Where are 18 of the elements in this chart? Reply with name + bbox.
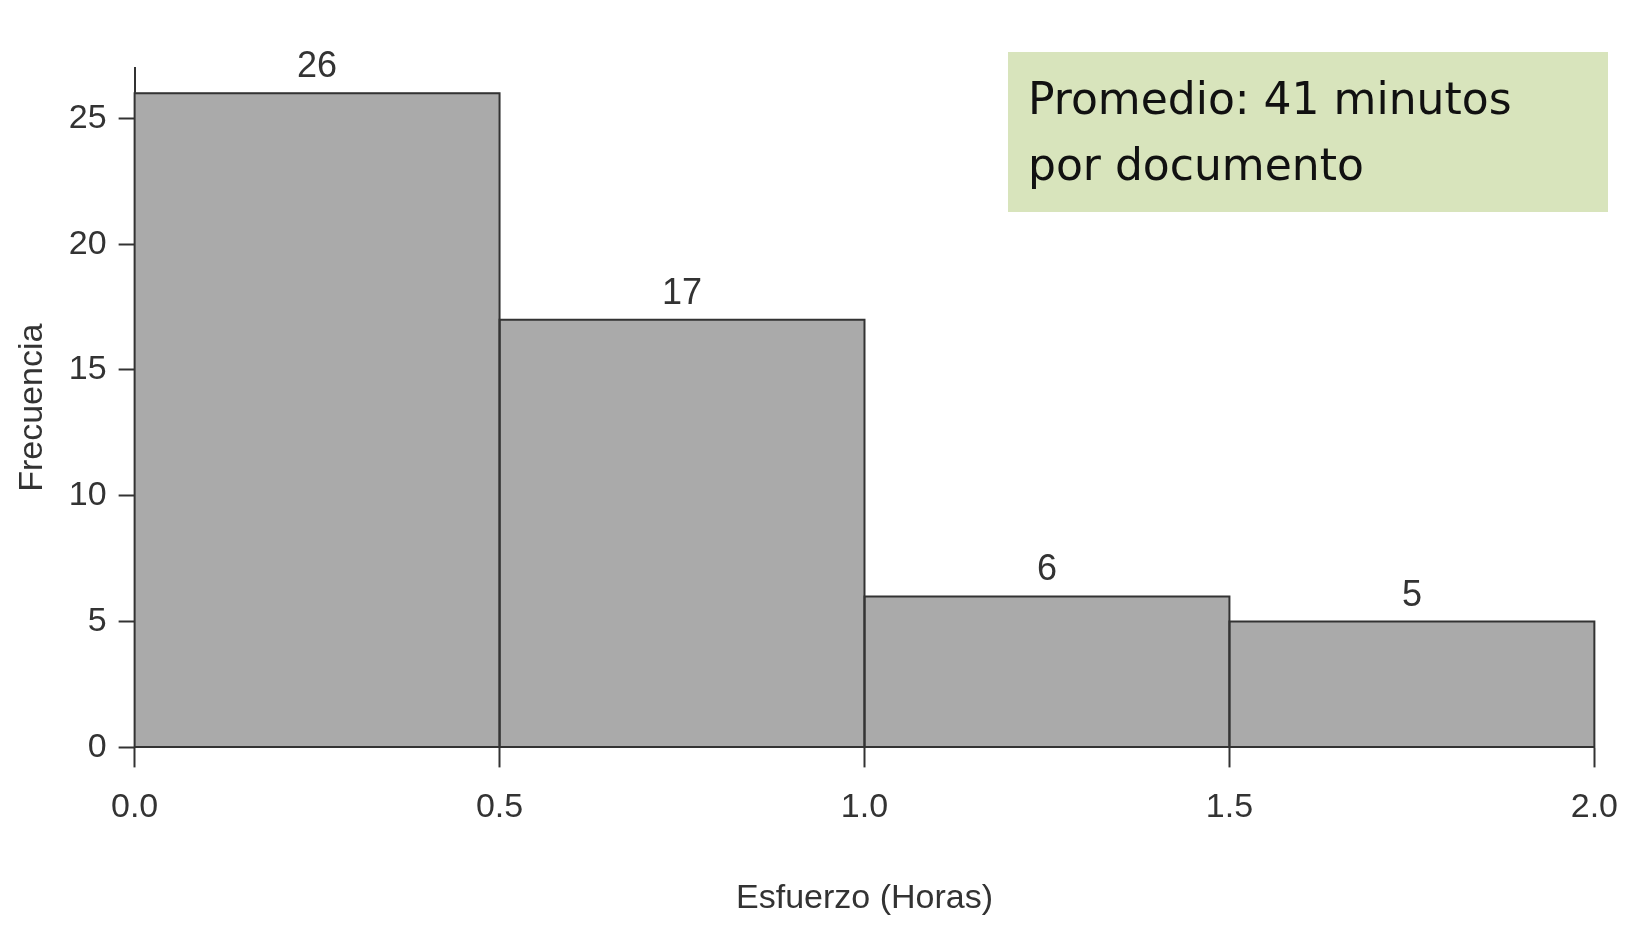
data-label: 6 <box>1036 547 1057 589</box>
y-tick-label: 25 <box>68 96 107 135</box>
y-tick-label: 15 <box>68 348 107 387</box>
y-tick-label: 20 <box>68 222 107 261</box>
x-tick-label: 2.0 <box>1570 786 1618 825</box>
y-tick-label: 0 <box>87 725 107 764</box>
y-tick-label: 5 <box>87 599 107 638</box>
y-tick-label: 10 <box>68 474 107 513</box>
x-tick-label: 1.5 <box>1205 786 1254 825</box>
x-axis-title: Esfuerzo (Horas) <box>736 876 993 915</box>
annotation: Promedio: 41 minutos por documento <box>1008 52 1608 212</box>
data-label: 26 <box>297 44 338 86</box>
x-tick-label: 0.0 <box>110 786 159 825</box>
data-label: 5 <box>1401 572 1422 614</box>
x-tick-label: 1.0 <box>840 786 889 825</box>
x-tick-label: 0.5 <box>475 786 524 825</box>
data-label: 17 <box>662 270 703 312</box>
y-axis-title: Frecuencia <box>10 323 49 492</box>
